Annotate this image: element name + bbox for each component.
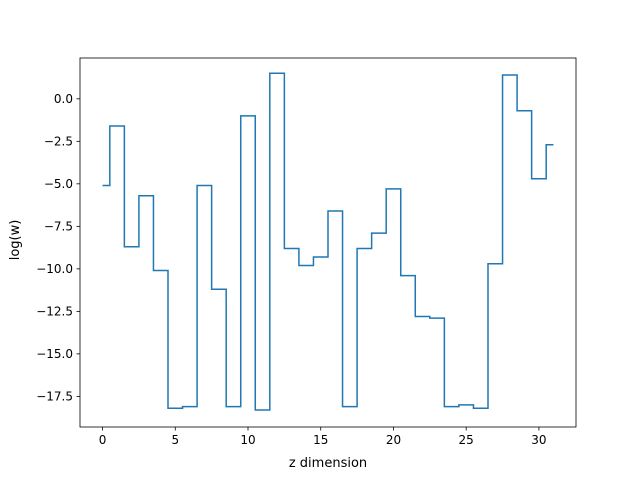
x-tick-label: 25 [459, 433, 474, 447]
y-tick-label: −7.5 [44, 220, 73, 234]
y-tick-label: −5.0 [44, 177, 73, 191]
y-tick-label: −17.5 [36, 390, 73, 404]
y-axis-label: log(w) [8, 220, 23, 261]
plot-frame [79, 57, 577, 428]
x-tick-label: 30 [531, 433, 546, 447]
x-tick-label: 0 [99, 433, 107, 447]
y-tick-label: −10.0 [36, 262, 73, 276]
axes: 0 5 10 15 20 25 30 0.0 −2.5 −5.0 −7.5 −10.0 −12.5 −15… [36, 57, 577, 447]
series-line [102, 72, 554, 411]
x-tick-label: 5 [171, 433, 179, 447]
y-tick-label: 0.0 [54, 92, 73, 106]
y-tick-label: −12.5 [36, 305, 73, 319]
y-tick-label: −2.5 [44, 135, 73, 149]
plot-marks [102, 72, 554, 411]
x-tick-label: 15 [313, 433, 328, 447]
x-axis-label: z dimension [289, 456, 367, 471]
x-tick-label: 10 [240, 433, 255, 447]
y-tick-label: −15.0 [36, 347, 73, 361]
x-tick-label: 20 [386, 433, 401, 447]
